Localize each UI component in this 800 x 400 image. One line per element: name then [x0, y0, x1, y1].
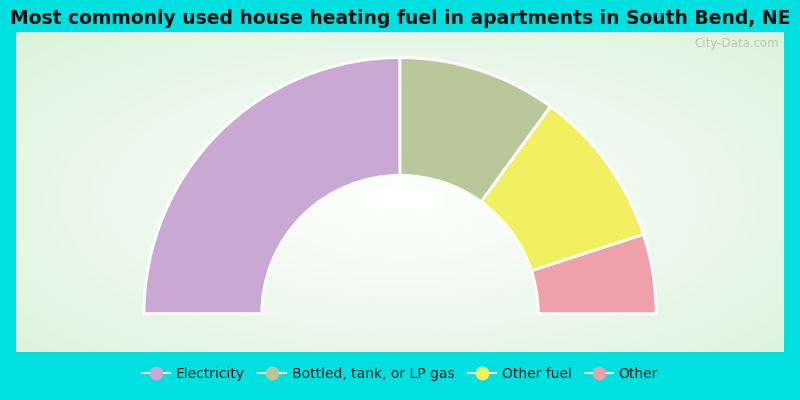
- Wedge shape: [400, 58, 550, 202]
- Legend: Electricity, Bottled, tank, or LP gas, Other fuel, Other: Electricity, Bottled, tank, or LP gas, O…: [137, 362, 663, 386]
- Wedge shape: [482, 106, 643, 271]
- Text: Most commonly used house heating fuel in apartments in South Bend, NE: Most commonly used house heating fuel in…: [10, 8, 790, 28]
- Wedge shape: [144, 58, 400, 314]
- Text: City-Data.com: City-Data.com: [694, 37, 779, 50]
- Wedge shape: [531, 234, 656, 314]
